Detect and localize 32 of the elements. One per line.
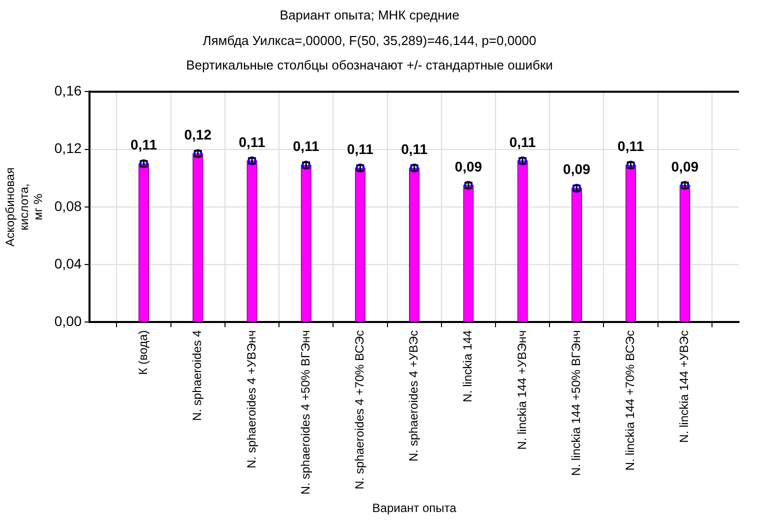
data-label: 0,11 [130,136,158,153]
text: Вертикальные столбцы обозначают +/- стандартные ошибки [186,57,553,72]
data-label: 0,11 [238,134,266,150]
data-label: 0,09 [671,158,699,174]
data-label: 0,09 [563,161,590,178]
y-axis-title: Аскорбиновая кислота, мг % [3,167,45,246]
y-tick-label: 0,16 [54,82,82,99]
x-tick-label: N. sphaeroides 4 +УВЭнч [244,330,258,468]
data-label: 0,11 [509,134,536,150]
x-tick-label: К (вода) [136,330,150,375]
data-label: 0,11 [346,141,374,158]
data-label: 0,11 [618,138,644,154]
y-tick-label: 0,04 [54,255,82,272]
x-axis-title: Вариант опыта [372,501,457,516]
x-tick-label: N. sphaeroides 4 +УВЭс [406,330,421,462]
data-label: 0,11 [401,141,428,158]
data-label: 0,11 [292,138,320,154]
x-tick-label: N. linckia 144 +70% ВСЭс [623,330,638,471]
x-tick-label: N. sphaeroides 4 +50% ВГЭнч [298,330,312,495]
data-label: 0,12 [184,126,212,143]
x-tick-label: N. linckia 144 +УВЭс [677,330,692,443]
y-tick-label: 0,12 [54,140,82,156]
data-label: 0,09 [454,158,482,174]
y-tick-label: 0,08 [54,198,82,214]
chart-title: Вариант опыта; МНК средние [280,7,460,22]
x-tick-label: N. sphaeroides 4 [190,330,204,421]
y-tick-label: 0,00 [54,313,82,330]
x-tick-label: N. sphaeroides 4 +70% ВСЭс [352,330,367,490]
chart-subtitle: Лямбда Уилкса=,00000, F(50, 35,289)=46,144, p=0,0000 [202,33,536,48]
x-tick-label: N. linckia 144 [460,330,475,402]
x-tick-label: N. linckia 144 +50% ВГЭнч [568,330,583,476]
x-tick-label: N. linckia 144 +УВЭнч [514,330,529,450]
